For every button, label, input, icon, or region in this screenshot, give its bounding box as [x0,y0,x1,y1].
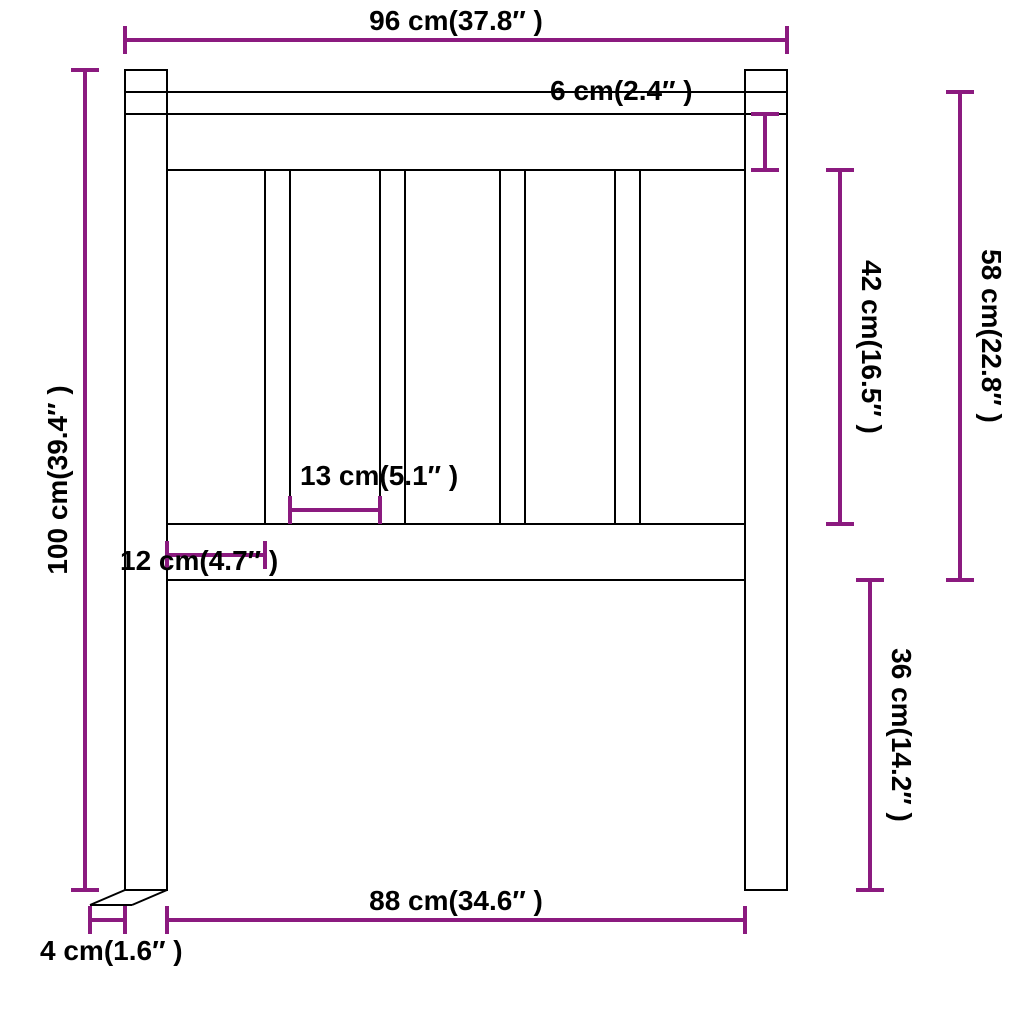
left-height-label: 100 cm(39.4″ ) [42,385,73,574]
left-height: 100 cm(39.4″ ) [42,70,99,890]
slat-0 [265,170,290,524]
slat-3 [615,170,640,524]
lower-height: 36 cm(14.2″ ) [856,580,917,890]
inner-width: 88 cm(34.6″ ) [167,885,745,934]
inner-width-label: 88 cm(34.6″ ) [369,885,543,916]
top-width: 96 cm(37.8″ ) [125,5,787,54]
post-depth-label: 4 cm(1.6″ ) [40,935,183,966]
right-post [745,70,787,890]
upper-height-label: 58 cm(22.8″ ) [976,249,1007,423]
first-gap: 12 cm(4.7″ ) [120,541,278,576]
mid-height-label: 42 cm(16.5″ ) [856,260,887,434]
top-rail-h-label: 6 cm(2.4″ ) [550,75,693,106]
post-depth: 4 cm(1.6″ ) [40,906,183,966]
slat-gap-label: 13 cm(5.1″ ) [300,460,458,491]
depth-edge [90,890,125,905]
slat-2 [500,170,525,524]
top-width-label: 96 cm(37.8″ ) [369,5,543,36]
depth-edge-2 [132,890,167,905]
lower-height-label: 36 cm(14.2″ ) [886,648,917,822]
top-rail [167,114,745,170]
left-post [125,70,167,890]
upper-height: 58 cm(22.8″ ) [946,92,1007,580]
slat-gap: 13 cm(5.1″ ) [290,460,458,524]
mid-height: 42 cm(16.5″ ) [826,170,887,524]
first-gap-label: 12 cm(4.7″ ) [120,545,278,576]
